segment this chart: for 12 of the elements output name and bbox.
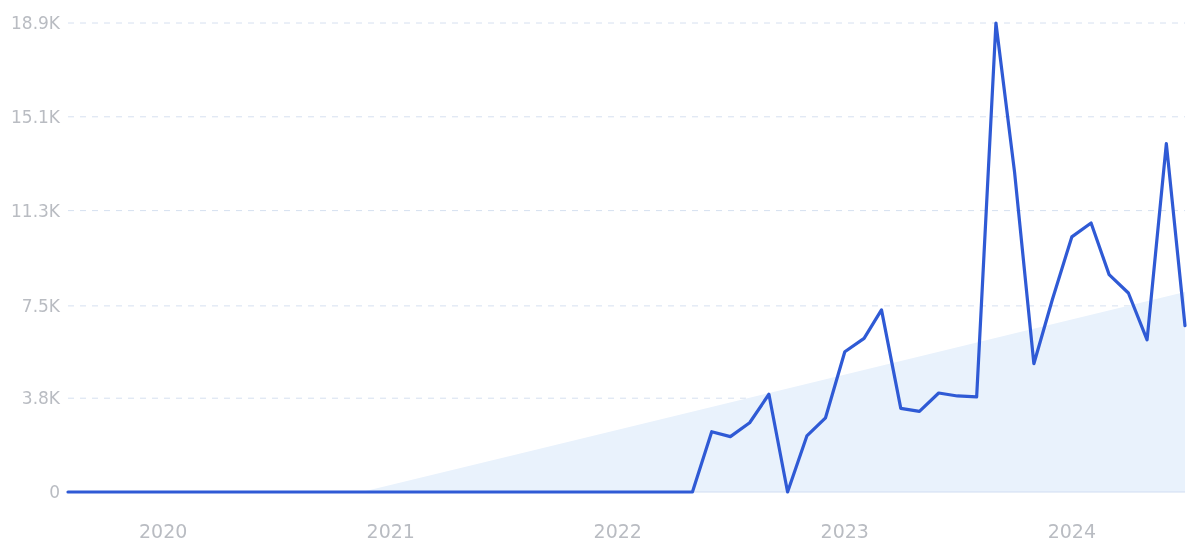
y-tick-label: 11.3K	[11, 200, 61, 221]
x-tick-label: 2021	[366, 520, 415, 542]
y-tick-label: 0	[49, 481, 60, 502]
x-tick-label: 2024	[1047, 520, 1096, 542]
y-tick-label: 3.8K	[21, 388, 61, 409]
y-tick-label: 15.1K	[11, 106, 61, 127]
x-tick-label: 2023	[820, 520, 869, 542]
y-tick-label: 7.5K	[21, 295, 61, 316]
x-tick-label: 2020	[138, 520, 188, 542]
line-series	[66, 21, 1187, 494]
y-tick-label: 18.9K	[11, 12, 61, 33]
x-tick-label: 2022	[593, 520, 642, 542]
